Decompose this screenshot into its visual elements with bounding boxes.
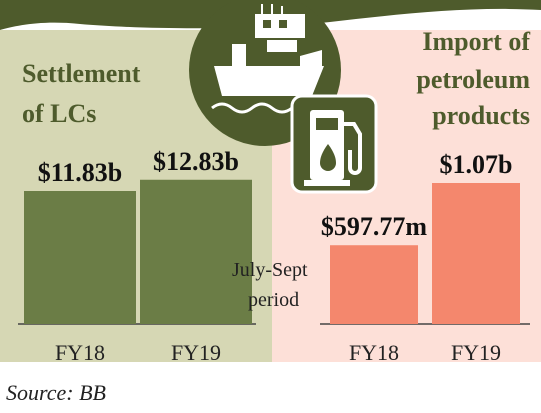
petroleum-value-label-fy19: $1.07b	[440, 150, 513, 179]
lcs-value-label-fy19: $12.83b	[153, 147, 239, 176]
left-title-line1: Settlement	[22, 59, 141, 88]
lcs-tick-label-fy19: FY19	[171, 340, 221, 365]
petroleum-value-label-fy18: $597.77m	[321, 212, 428, 241]
right-title-line1: Import of	[422, 27, 530, 56]
lcs-bar-fy19	[140, 179, 252, 324]
petroleum-bar-fy18	[330, 245, 418, 324]
lcs-value-label-fy18: $11.83b	[38, 158, 123, 187]
left-title-line2: of LCs	[22, 99, 96, 128]
right-title-line3: products	[432, 101, 530, 130]
petroleum-bar-fy19	[432, 183, 520, 324]
lcs-tick-label-fy18: FY18	[55, 340, 105, 365]
lcs-bar-fy18	[24, 191, 136, 324]
petroleum-tick-label-fy19: FY19	[451, 340, 501, 365]
right-title-line2: petroleum	[416, 65, 530, 94]
bars-group: $11.83b FY18 $12.83b FY19 $597.77m FY18 $1.07b…	[18, 147, 530, 365]
period-label-line2: period	[248, 289, 299, 311]
source-note: Source: BB	[6, 380, 106, 405]
petroleum-tick-label-fy18: FY18	[349, 340, 399, 365]
period-label-line1: July-Sept	[232, 259, 308, 281]
fuel-pump-icon	[290, 94, 378, 194]
